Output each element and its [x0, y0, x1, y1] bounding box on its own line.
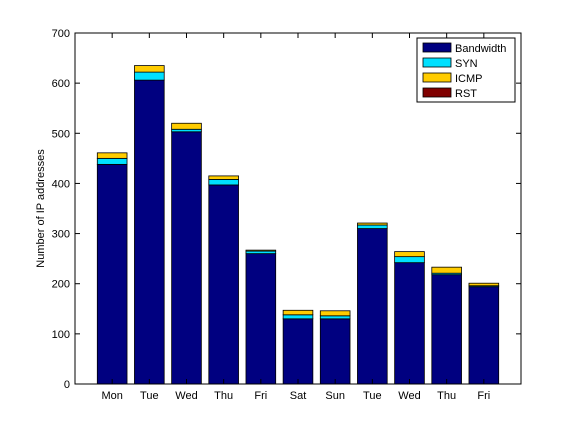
x-tick-label: Mon — [101, 390, 122, 402]
legend-label-rst: RST — [455, 88, 477, 100]
bar-segment-syn-0 — [96, 157, 128, 165]
bar-segment-bandwidth-4 — [245, 253, 277, 385]
x-tick-label: Tue — [363, 390, 382, 402]
y-axis-label: Number of IP addresses — [35, 149, 47, 268]
x-tick-label: Sat — [290, 390, 307, 402]
bar-segment-bandwidth-5 — [282, 318, 314, 385]
bar-segment-icmp-9 — [431, 266, 462, 274]
y-tick-label: 300 — [52, 229, 70, 241]
legend-swatch-rst — [422, 87, 452, 98]
bar-segment-icmp-0 — [96, 152, 128, 159]
bar-segment-syn-1 — [134, 71, 165, 81]
x-tick-label: Wed — [175, 390, 197, 402]
bar-segment-bandwidth-3 — [208, 184, 239, 385]
bar-segment-bandwidth-7 — [357, 228, 388, 385]
bars-layer — [96, 65, 500, 385]
y-axis-ticks: 0 100 200 300 400 500 600 700 — [52, 28, 521, 391]
y-tick-label: 600 — [52, 78, 70, 90]
legend-label-icmp: ICMP — [455, 73, 483, 85]
bar-segment-icmp-4 — [245, 249, 277, 252]
legend-label-syn: SYN — [455, 58, 478, 70]
x-tick-label: Fri — [477, 390, 490, 402]
bar-segment-syn-6 — [319, 315, 351, 320]
y-tick-label: 0 — [64, 379, 70, 391]
bar-segment-syn-3 — [208, 179, 239, 186]
y-tick-label: 200 — [52, 279, 70, 291]
y-tick-label: 400 — [52, 178, 70, 190]
bar-segment-bandwidth-1 — [134, 79, 165, 385]
legend-swatch-bandwidth — [422, 42, 452, 53]
bar-segment-icmp-10 — [468, 282, 500, 287]
legend-label-bandwidth: Bandwidth — [455, 43, 506, 55]
bar-segment-syn-8 — [394, 256, 425, 264]
x-axis-ticks: Mon Tue Wed Thu Fri Sat Sun Tue Wed Thu Fri — [101, 33, 490, 402]
bar-segment-bandwidth-9 — [431, 274, 462, 385]
x-tick-label: Wed — [398, 390, 420, 402]
legend: Bandwidth SYN ICMP RST — [416, 37, 516, 103]
bar-segment-icmp-7 — [357, 222, 388, 226]
x-tick-label: Fri — [254, 390, 267, 402]
x-tick-label: Thu — [214, 390, 233, 402]
legend-swatch-icmp — [422, 72, 452, 83]
legend-swatch-syn — [422, 57, 452, 68]
bar-segment-bandwidth-10 — [468, 286, 500, 385]
x-tick-label: Sun — [325, 390, 345, 402]
bar-segment-icmp-1 — [134, 65, 165, 73]
y-tick-label: 500 — [52, 128, 70, 140]
bar-segment-icmp-5 — [282, 309, 314, 316]
bar-segment-bandwidth-2 — [171, 131, 202, 385]
bar-segment-syn-7 — [357, 224, 388, 229]
bar-segment-bandwidth-0 — [96, 163, 128, 385]
bar-segment-syn-5 — [282, 314, 314, 320]
bar-segment-icmp-8 — [394, 251, 425, 258]
bar-segment-icmp-2 — [171, 122, 202, 130]
y-tick-label: 700 — [52, 28, 70, 40]
bar-segment-bandwidth-8 — [394, 262, 425, 385]
bar-segment-icmp-6 — [319, 310, 351, 317]
x-tick-label: Tue — [140, 390, 159, 402]
bar-segment-bandwidth-6 — [319, 318, 351, 385]
y-tick-label: 100 — [52, 329, 70, 341]
bar-segment-icmp-3 — [208, 175, 239, 180]
x-tick-label: Thu — [437, 390, 456, 402]
